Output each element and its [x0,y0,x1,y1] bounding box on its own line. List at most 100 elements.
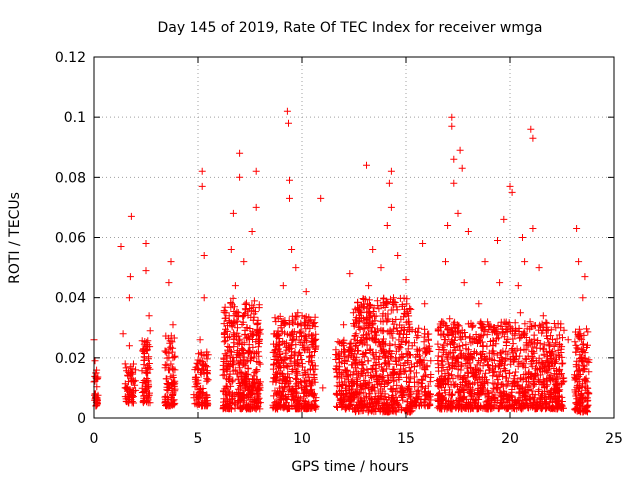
data-point [549,405,557,413]
data-point [538,320,546,328]
data-point [475,300,483,308]
data-point [435,402,443,410]
data-point [311,401,319,409]
data-point [119,330,127,338]
data-point [458,164,466,172]
data-point [584,401,592,409]
data-point [436,381,444,389]
data-point [163,361,171,369]
data-point [511,347,519,355]
data-point [289,336,297,344]
data-point [286,176,293,184]
data-point [499,380,507,388]
data-point [390,365,398,373]
data-point [303,378,311,386]
data-point [559,359,567,367]
data-point [170,334,178,342]
data-point [502,348,510,356]
data-point [193,401,201,409]
data-point [440,330,448,338]
data-point [415,324,423,332]
data-point [399,302,406,310]
data-point [368,407,376,415]
data-point [292,380,300,388]
data-point [169,374,177,381]
data-point [584,384,592,392]
data-point [203,368,211,376]
x-tick-label: 20 [501,431,519,447]
data-point [494,396,502,404]
data-point [171,377,179,385]
data-point [557,320,565,328]
data-point [518,400,526,407]
data-point [361,379,369,387]
data-point [255,384,263,392]
data-point [407,305,415,313]
data-point [474,339,481,347]
data-point [293,389,301,397]
data-point [310,320,317,328]
data-point [234,347,242,355]
data-point [411,383,419,391]
data-point [317,194,325,202]
data-point [537,358,545,366]
data-point [302,288,310,296]
y-tick-label: 0.02 [55,351,86,367]
data-point [274,352,282,360]
data-point [124,371,132,379]
data-point [581,349,589,357]
data-point [337,386,345,394]
data-point [225,312,233,320]
data-point [511,331,519,339]
data-point [513,377,521,385]
data-point [434,340,442,348]
data-point [310,374,318,381]
data-point [495,405,503,413]
data-point [415,390,423,398]
data-point [231,303,238,311]
data-point [580,340,587,348]
data-point [444,222,452,229]
data-point [481,327,489,335]
x-tick-label: 25 [605,431,623,447]
data-point [531,322,539,329]
data-point [424,402,431,410]
data-point [169,390,177,398]
data-point [494,237,501,244]
data-point [546,348,553,356]
data-point [459,341,467,349]
data-point [488,388,496,396]
data-point [502,382,510,390]
data-point [516,360,524,368]
data-point [397,365,405,373]
data-point [292,341,300,349]
data-point [238,341,246,348]
data-point [545,339,553,347]
data-point [553,373,561,381]
data-point [358,399,366,407]
data-point [288,368,296,375]
data-point [443,355,451,363]
data-point [249,331,257,339]
data-point [480,356,488,364]
data-point [572,404,580,412]
data-point [499,347,507,355]
data-point [448,113,456,121]
data-point [527,373,535,381]
data-point [404,384,412,392]
data-point [353,380,360,388]
data-point [273,360,281,368]
data-point [196,336,204,344]
data-point [307,316,315,324]
data-point [444,325,452,333]
data-point [450,320,458,328]
data-point [520,345,528,353]
data-point [462,378,470,386]
data-point [456,373,464,381]
data-point [247,384,255,392]
data-point [453,343,461,351]
data-point [496,279,504,287]
data-point [484,404,492,412]
data-point [383,399,391,407]
